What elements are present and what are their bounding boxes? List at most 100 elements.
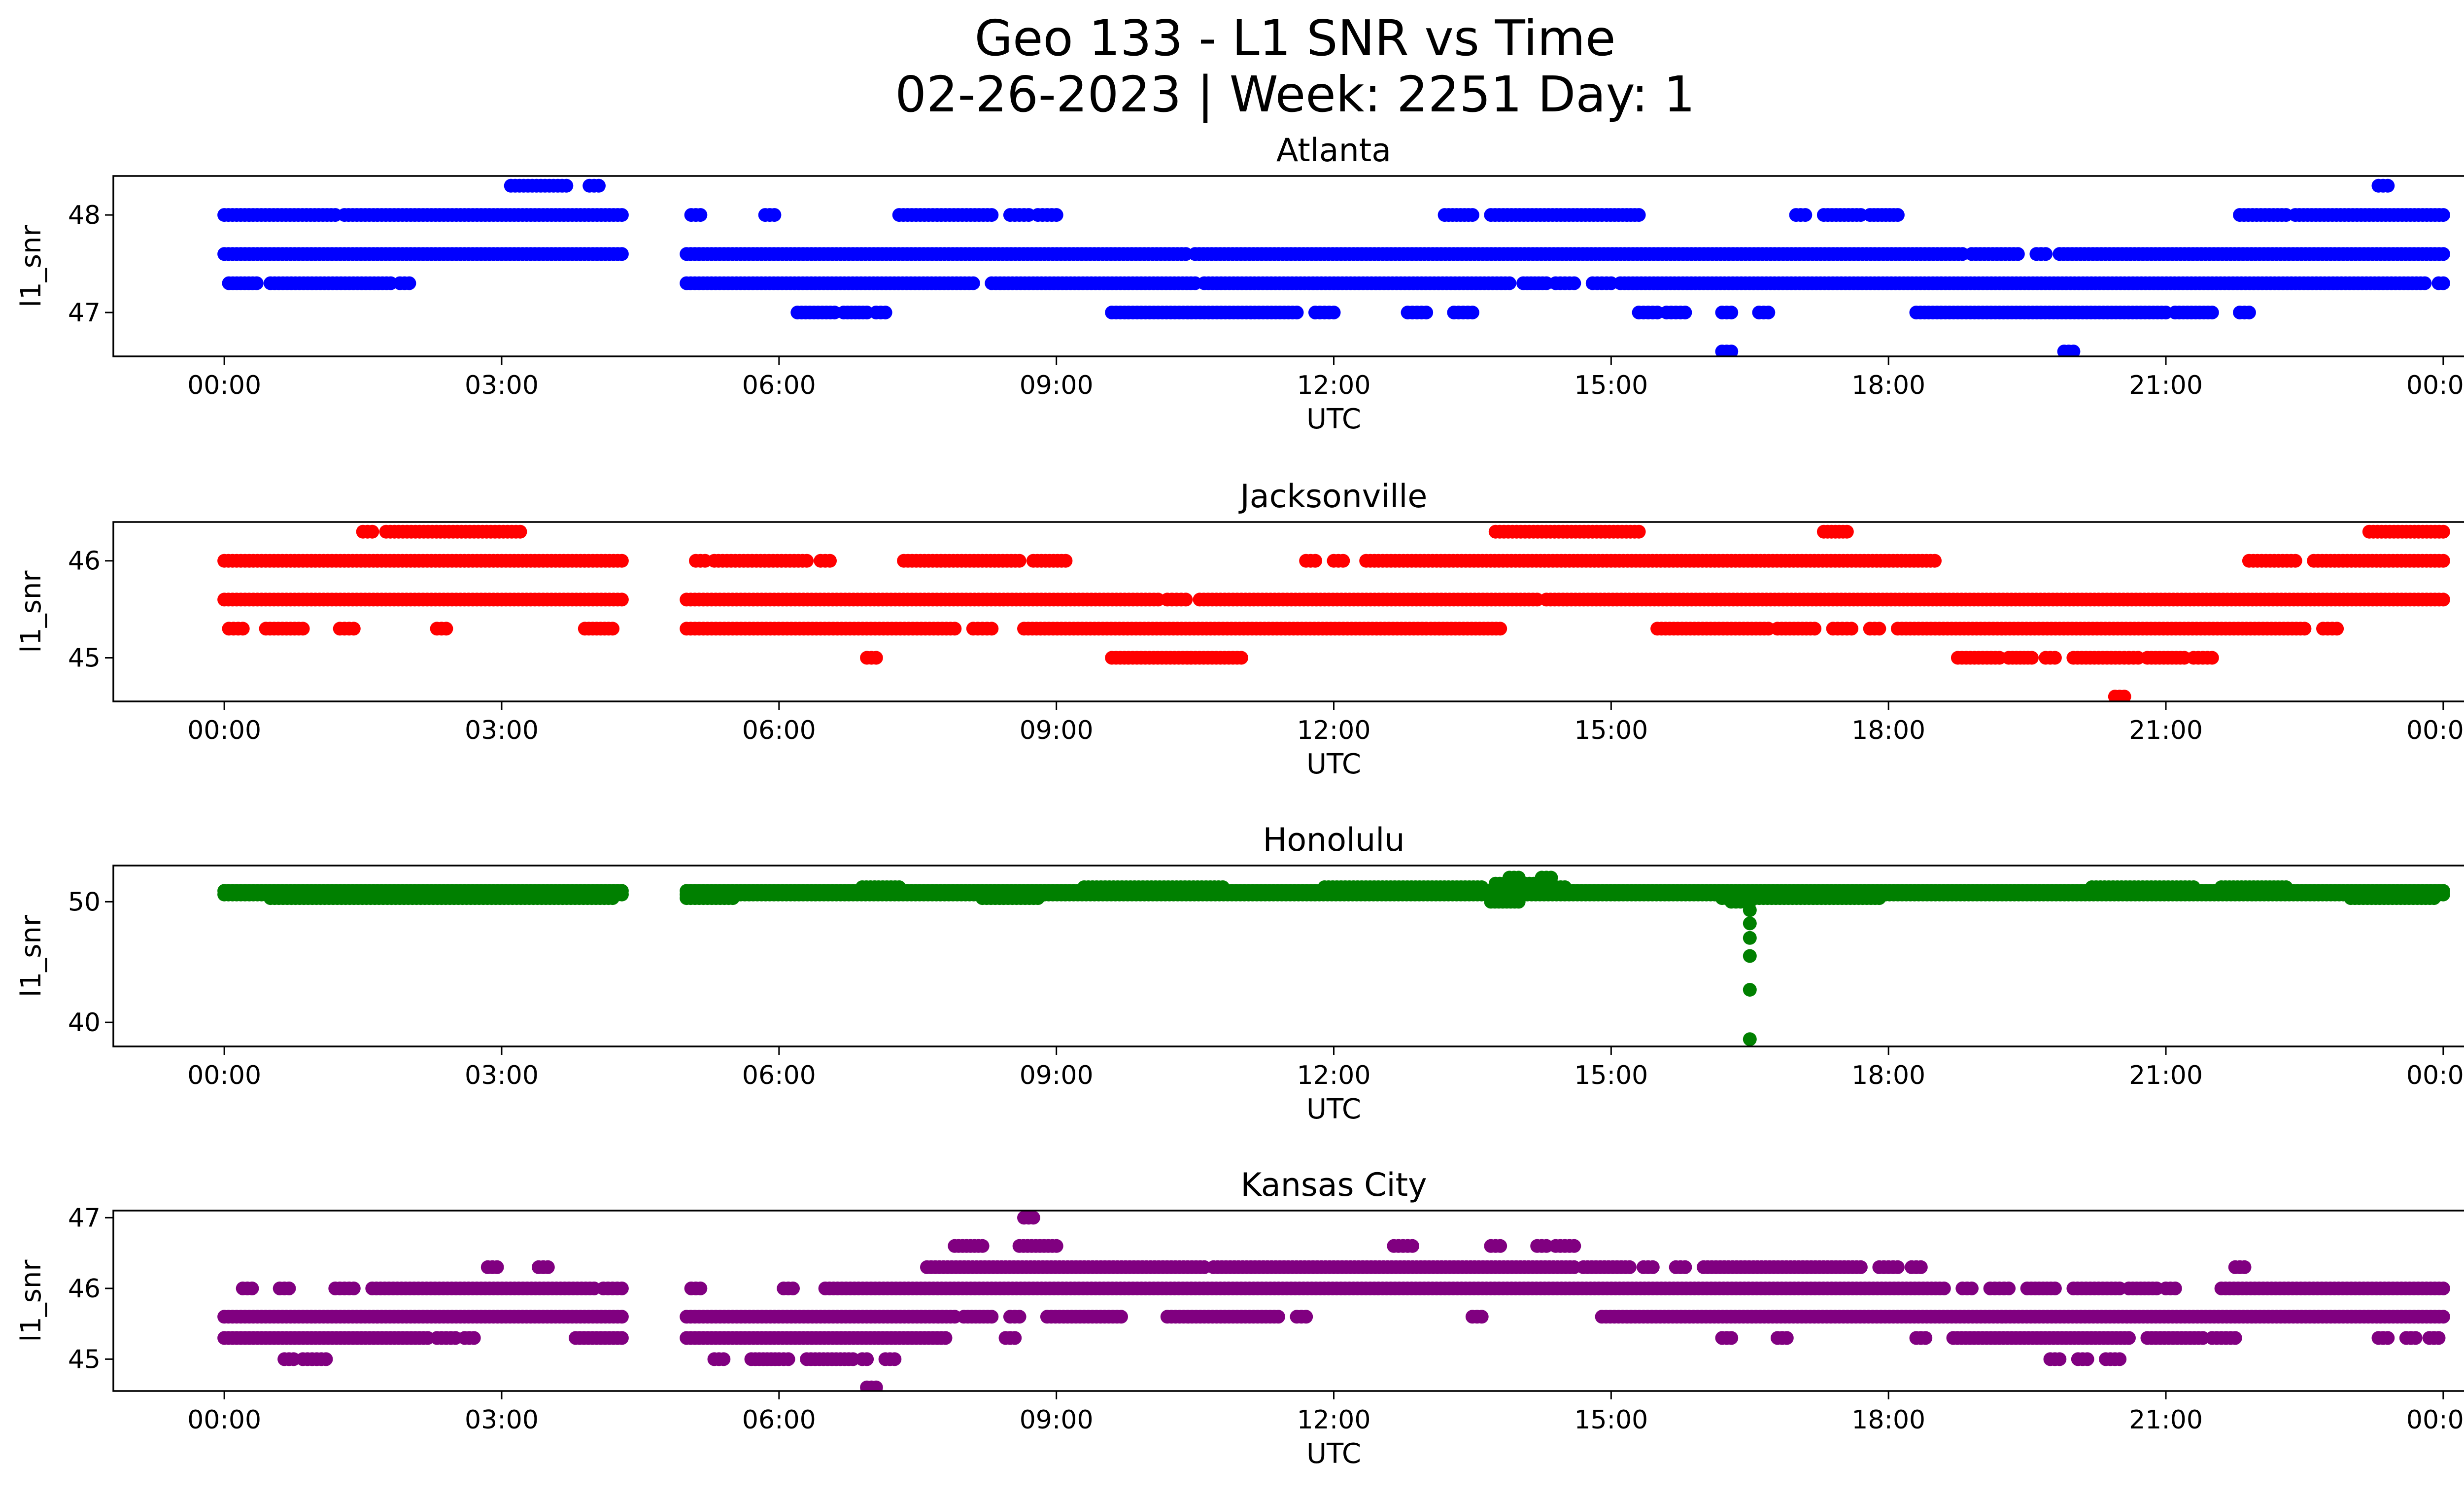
- data-point: [1840, 524, 1854, 539]
- data-point: [1743, 931, 1757, 945]
- y-axis-label: l1_snr: [15, 570, 47, 653]
- data-point: [869, 651, 883, 665]
- x-axis-label: UTC: [1306, 403, 1361, 435]
- data-point: [2288, 554, 2302, 568]
- x-tick-label: 21:00: [2129, 371, 2203, 400]
- data-point: [2279, 880, 2293, 894]
- data-point: [2048, 651, 2062, 665]
- data-point: [1872, 891, 1886, 905]
- data-point: [938, 1331, 953, 1345]
- data-point: [2436, 276, 2450, 290]
- data-point: [2330, 622, 2344, 636]
- data-point: [1678, 306, 1692, 319]
- data-point: [1743, 1032, 1757, 1046]
- x-tick-label: 00:00: [2406, 371, 2464, 400]
- scatter-series: [217, 870, 2450, 1046]
- data-point: [1724, 345, 1739, 356]
- data-point: [1928, 554, 1942, 568]
- y-tick-label: 40: [68, 1008, 101, 1038]
- x-tick-label: 09:00: [1020, 1061, 1094, 1090]
- y-axis-label: l1_snr: [15, 914, 47, 997]
- data-point: [2418, 276, 2432, 290]
- subplot-jacksonville: 00:00 03:00 06:00 09:00 12:00 15:00 18:00 21:00…: [15, 478, 2464, 780]
- data-point: [559, 178, 574, 193]
- x-tick-label: 12:00: [1297, 1061, 1371, 1090]
- x-tick-label: 09:00: [1020, 716, 1094, 745]
- figure-title-line2: 02-26-2023 | Week: 2251 Day: 1: [895, 66, 1695, 123]
- data-point: [1845, 622, 1859, 636]
- data-point: [1724, 1331, 1739, 1345]
- data-point: [2436, 247, 2450, 261]
- data-point: [1567, 276, 1581, 290]
- data-point: [2122, 1331, 2136, 1345]
- data-point: [2066, 345, 2081, 356]
- x-tick-label: 18:00: [1851, 1061, 1925, 1090]
- data-point: [1780, 1331, 1794, 1345]
- axes-frame: [112, 175, 2464, 357]
- data-point: [1890, 208, 1905, 222]
- data-point: [1743, 903, 1757, 917]
- scatter-series: [217, 178, 2450, 356]
- data-point: [1049, 208, 1063, 222]
- data-point: [985, 1310, 999, 1324]
- data-point: [606, 622, 620, 636]
- subplot-atlanta: 00:00 03:00 06:00 09:00 12:00 15:00 18:00 21:00…: [15, 132, 2464, 435]
- x-tick-label: 00:00: [187, 1061, 261, 1090]
- x-tick-label: 12:00: [1297, 371, 1371, 400]
- data-point: [615, 1331, 629, 1345]
- data-point: [1031, 891, 1045, 905]
- subplot-title: Atlanta: [1276, 132, 1391, 169]
- data-point: [1724, 306, 1739, 319]
- data-point: [767, 208, 782, 222]
- x-tick-label: 21:00: [2129, 716, 2203, 745]
- data-point: [615, 554, 629, 568]
- data-point: [346, 622, 361, 636]
- data-point: [606, 891, 620, 905]
- data-point: [296, 622, 310, 636]
- data-point: [2408, 1331, 2423, 1345]
- data-point: [1465, 208, 1479, 222]
- x-tick-label: 06:00: [742, 1061, 816, 1090]
- data-point: [2011, 247, 2025, 261]
- data-point: [467, 1331, 481, 1345]
- data-point: [800, 554, 814, 568]
- subplot-kansas-city: 00:00 03:00 06:00 09:00 12:00 15:00 18:00 21:00…: [15, 1167, 2464, 1470]
- data-point: [2381, 178, 2395, 193]
- data-point: [2436, 1310, 2450, 1324]
- data-point: [236, 622, 250, 636]
- x-tick-label: 15:00: [1574, 716, 1648, 745]
- data-point: [1503, 276, 1516, 290]
- x-tick-label: 00:00: [2406, 716, 2464, 745]
- data-point: [2039, 247, 2053, 261]
- data-point: [245, 1281, 259, 1295]
- subplot-panels: 00:00 03:00 06:00 09:00 12:00 15:00 18:00 21:00…: [15, 132, 2464, 1470]
- data-point: [1419, 306, 1434, 319]
- data-point: [1544, 870, 1558, 885]
- data-point: [2427, 891, 2441, 905]
- x-axis-label: UTC: [1306, 748, 1361, 780]
- data-point: [1012, 1310, 1027, 1324]
- data-point: [693, 208, 708, 222]
- data-point: [402, 276, 416, 290]
- data-point: [1558, 880, 1572, 894]
- x-tick-label: 03:00: [465, 716, 539, 745]
- data-point: [439, 622, 453, 636]
- data-point: [1299, 1310, 1313, 1324]
- data-point: [2436, 884, 2450, 898]
- data-point: [1474, 1310, 1489, 1324]
- data-point: [615, 592, 629, 607]
- data-point: [592, 178, 606, 193]
- data-point: [249, 276, 264, 290]
- x-tick-label: 15:00: [1574, 371, 1648, 400]
- y-tick-label: 47: [68, 298, 101, 328]
- data-point: [2436, 524, 2450, 539]
- data-point: [878, 306, 892, 319]
- data-point: [2436, 592, 2450, 607]
- x-axis-label: UTC: [1306, 1093, 1361, 1125]
- data-point: [1327, 306, 1341, 319]
- data-point: [513, 524, 527, 539]
- x-tick-label: 06:00: [742, 716, 816, 745]
- data-point: [1474, 880, 1489, 894]
- data-point: [1114, 1310, 1128, 1324]
- x-tick-label: 15:00: [1574, 1061, 1648, 1090]
